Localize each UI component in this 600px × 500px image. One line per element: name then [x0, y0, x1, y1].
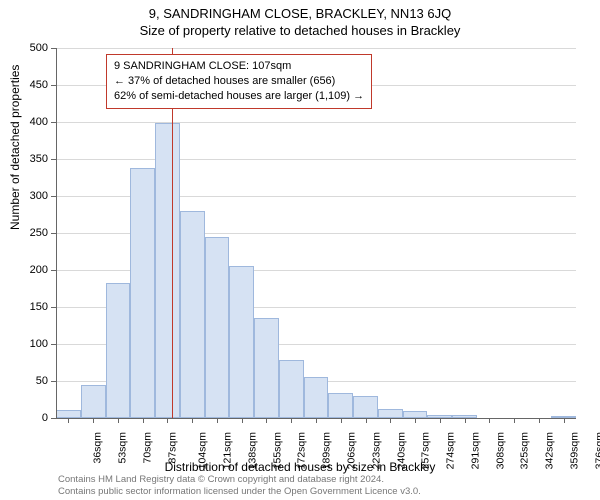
- histogram-bar: [254, 318, 279, 418]
- callout-line2: ← 37% of detached houses are smaller (65…: [114, 74, 364, 89]
- histogram-bar: [403, 411, 428, 418]
- ytick-label: 450: [18, 79, 48, 91]
- xtick-label: 87sqm: [166, 432, 178, 464]
- ytick-label: 200: [18, 264, 48, 276]
- callout-box: 9 SANDRINGHAM CLOSE: 107sqm ← 37% of det…: [106, 54, 372, 109]
- chart-container: 9, SANDRINGHAM CLOSE, BRACKLEY, NN13 6JQ…: [0, 0, 600, 500]
- ytick-label: 0: [18, 412, 48, 424]
- footer-line2: Contains public sector information licen…: [58, 486, 421, 498]
- histogram-bar: [106, 283, 131, 418]
- histogram-bar: [328, 393, 353, 418]
- histogram-bar: [155, 123, 180, 418]
- chart-title-address: 9, SANDRINGHAM CLOSE, BRACKLEY, NN13 6JQ: [0, 0, 600, 21]
- y-axis-line: [56, 48, 57, 418]
- ytick-label: 500: [18, 42, 48, 54]
- xtick-label: 36sqm: [92, 432, 104, 464]
- histogram-bar: [279, 360, 304, 418]
- grid-line: [56, 122, 576, 123]
- ytick-label: 400: [18, 116, 48, 128]
- histogram-bar: [130, 168, 155, 418]
- histogram-bar: [304, 377, 329, 418]
- xtick-label: 70sqm: [141, 432, 153, 464]
- ytick-label: 300: [18, 190, 48, 202]
- x-axis-line: [56, 418, 576, 419]
- histogram-bar: [205, 237, 230, 418]
- ytick-label: 250: [18, 227, 48, 239]
- ytick-label: 50: [18, 375, 48, 387]
- histogram-bar: [180, 211, 205, 418]
- callout-line1: 9 SANDRINGHAM CLOSE: 107sqm: [114, 59, 364, 74]
- histogram-bar: [81, 385, 106, 418]
- chart-title-desc: Size of property relative to detached ho…: [0, 21, 600, 38]
- x-axis-label: Distribution of detached houses by size …: [0, 460, 600, 474]
- ytick-label: 350: [18, 153, 48, 165]
- histogram-bar: [353, 396, 378, 418]
- histogram-bar: [378, 409, 403, 418]
- plot-area: 05010015020025030035040045050036sqm53sqm…: [56, 48, 576, 418]
- grid-line: [56, 48, 576, 49]
- footer-line1: Contains HM Land Registry data © Crown c…: [58, 474, 421, 486]
- histogram-bar: [229, 266, 254, 418]
- ytick-label: 150: [18, 301, 48, 313]
- histogram-bar: [56, 410, 81, 418]
- callout-line3: 62% of semi-detached houses are larger (…: [114, 89, 364, 104]
- ytick-label: 100: [18, 338, 48, 350]
- grid-line: [56, 159, 576, 160]
- xtick-label: 53sqm: [117, 432, 129, 464]
- footer-attribution: Contains HM Land Registry data © Crown c…: [58, 474, 421, 498]
